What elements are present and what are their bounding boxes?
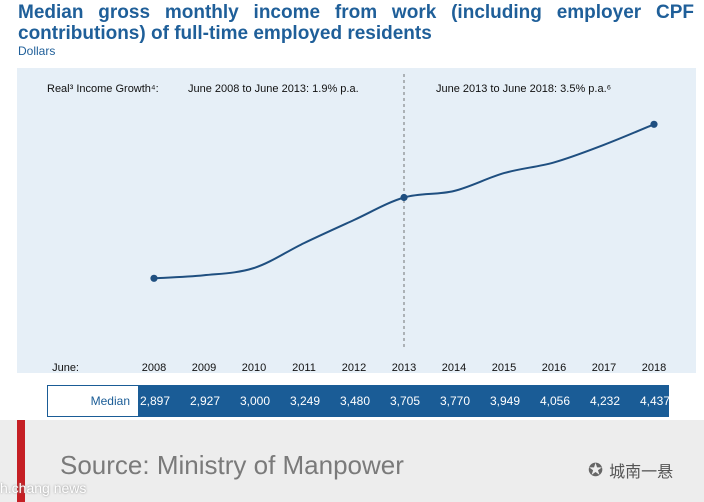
x-tick-2013: 2013 [392, 362, 416, 373]
growth-period-2: June 2013 to June 2018: 3.5% p.a.⁶ [436, 83, 611, 95]
x-tick-2018: 2018 [642, 362, 666, 373]
chart-panel: Real³ Income Growth⁴: June 2008 to June … [17, 68, 696, 373]
data-point-2008 [150, 274, 158, 282]
x-tick-2011: 2011 [292, 362, 316, 373]
median-value-2013: 3,705 [389, 394, 421, 408]
median-value-2009: 2,927 [189, 394, 221, 408]
median-table-row: Median 2,897 2,927 3,000 3,249 3,480 3,705 3,7… [47, 385, 670, 417]
median-value-2018: 4,437 [639, 394, 671, 408]
watermark-right-text: 城南一悬 [609, 464, 674, 481]
x-tick-2008: 2008 [142, 362, 166, 373]
x-axis-prefix: June: [52, 362, 79, 373]
median-value-2008: 2,897 [139, 394, 171, 408]
median-row-label: Median [48, 386, 138, 416]
line-chart: Real³ Income Growth⁴: June 2008 to June … [47, 74, 666, 373]
source-footer: Source: Ministry of Manpower h.chang new… [0, 420, 704, 502]
x-tick-2017: 2017 [592, 362, 616, 373]
red-accent-bar [17, 420, 25, 502]
median-value-2011: 3,249 [289, 394, 321, 408]
x-tick-2015: 2015 [492, 362, 516, 373]
wechat-icon: ✪ [588, 459, 604, 480]
data-point-2013 [400, 193, 408, 202]
chart-title: Median gross monthly income from work (i… [18, 2, 694, 44]
x-tick-2009: 2009 [192, 362, 216, 373]
median-value-2016: 4,056 [539, 394, 571, 408]
unit-label: Dollars [18, 44, 56, 58]
median-value-2014: 3,770 [439, 394, 471, 408]
x-tick-2010: 2010 [242, 362, 266, 373]
growth-period-1: June 2008 to June 2013: 1.9% p.a. [188, 83, 359, 95]
watermark-right: ✪ 城南一悬 [588, 458, 673, 482]
median-value-2017: 4,232 [589, 394, 621, 408]
median-value-2012: 3,480 [339, 394, 371, 408]
median-value-2010: 3,000 [239, 394, 271, 408]
data-point-2018 [650, 120, 658, 128]
growth-label: Real³ Income Growth⁴: [47, 83, 159, 95]
x-tick-2012: 2012 [342, 362, 366, 373]
x-tick-2014: 2014 [442, 362, 466, 373]
x-tick-2016: 2016 [542, 362, 566, 373]
source-text: Source: Ministry of Manpower [60, 450, 404, 480]
watermark-left: h.chang news [0, 480, 87, 496]
median-value-2015: 3,949 [489, 394, 521, 408]
